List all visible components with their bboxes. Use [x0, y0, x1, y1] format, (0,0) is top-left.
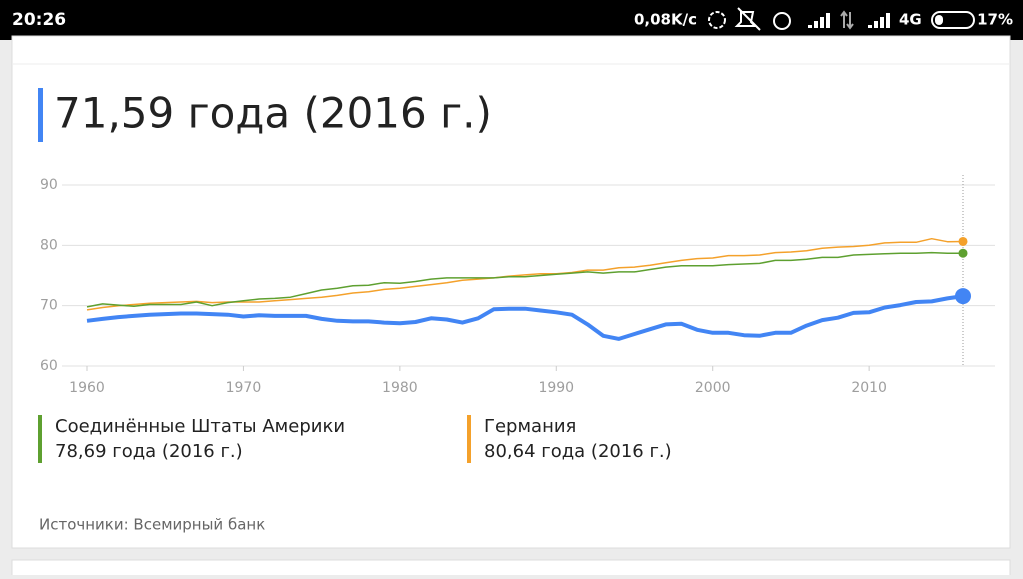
series-line — [86, 251, 963, 308]
tick-label-bg — [38, 175, 62, 195]
legend-name: Соединённые Штаты Америки — [55, 416, 345, 437]
legend-value: 78,69 года (2016 г.) — [55, 441, 243, 462]
legend-name: Германия — [484, 416, 576, 437]
series-line — [86, 294, 964, 341]
headline: 71,59 года (2016 г.) — [54, 89, 492, 138]
plot: 60 70 80 90 1960 1970 1980 1990 2000 2010 — [38, 175, 995, 396]
mute-icon — [734, 7, 761, 31]
y-tick-label: 80 — [40, 237, 58, 253]
tick-label-bg — [38, 356, 62, 376]
battery-icon — [931, 11, 975, 29]
battery-level — [935, 15, 943, 25]
tick-label-bg — [38, 235, 62, 256]
legend-value: 80,64 года (2016 г.) — [484, 441, 672, 462]
end-dot — [958, 248, 968, 258]
x-tick-label: 1970 — [226, 380, 262, 396]
data-icon — [840, 10, 854, 30]
x-tick-label: 1980 — [382, 380, 418, 396]
signal-icon-2 — [868, 13, 890, 28]
x-tick-label: 1960 — [69, 380, 105, 396]
status-time: 20:26 — [12, 10, 66, 30]
headline-bar — [38, 88, 43, 142]
end-dot — [955, 288, 971, 305]
status-battery: 17% — [977, 11, 1013, 29]
legend-swatch — [467, 415, 471, 463]
x-tick-label: 2010 — [851, 380, 887, 396]
y-tick-label: 60 — [40, 358, 58, 374]
legend-swatch — [38, 415, 42, 463]
next-card — [11, 559, 1011, 579]
alarm-icon — [773, 12, 791, 30]
tick-label-bg — [38, 295, 62, 316]
status-speed: 0,08K/с — [634, 11, 697, 29]
status-bar — [0, 0, 1023, 40]
end-dot — [958, 236, 968, 246]
card — [11, 35, 1011, 549]
source: Источники: Всемирный банк — [39, 516, 265, 534]
x-tick-label: 1990 — [538, 380, 574, 396]
sync-icon — [708, 11, 726, 29]
signal-icon — [808, 13, 830, 28]
x-tick-label: 2000 — [695, 380, 731, 396]
y-tick-label: 90 — [40, 177, 58, 193]
status-network: 4G — [899, 11, 922, 29]
y-tick-label: 70 — [40, 298, 58, 314]
